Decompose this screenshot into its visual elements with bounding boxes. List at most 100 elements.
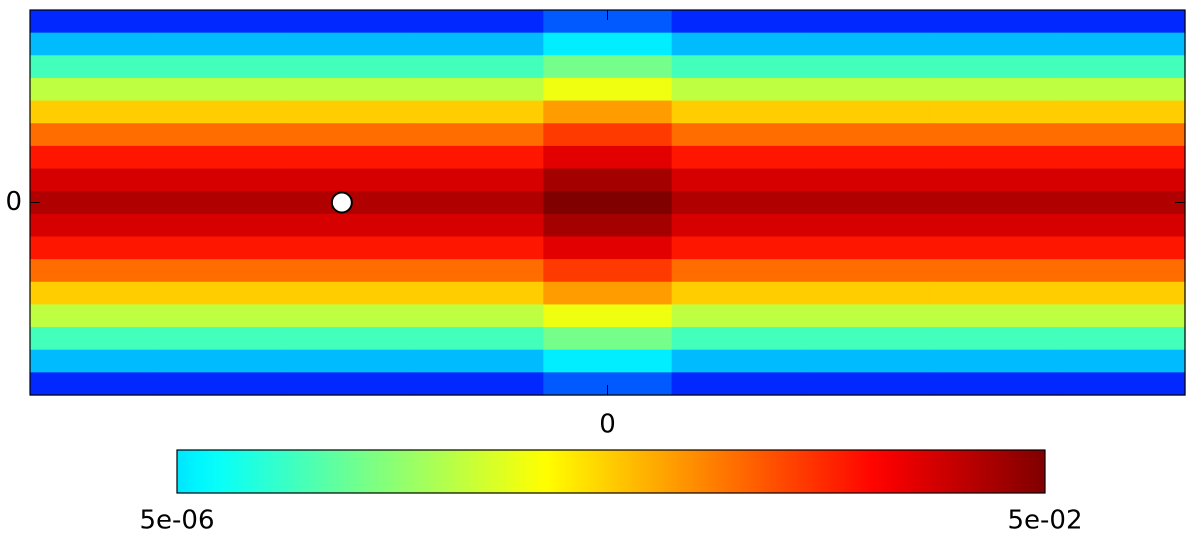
- heatmap-cell: [30, 32, 159, 56]
- heatmap-cell: [30, 145, 159, 170]
- heatmap-cell: [415, 55, 544, 79]
- heatmap-cell: [800, 372, 929, 396]
- heatmap-cell: [415, 349, 544, 373]
- heatmap-cell: [671, 281, 801, 306]
- heatmap-cell: [286, 372, 416, 396]
- heatmap-cell: [286, 327, 416, 351]
- heatmap-cell: [1056, 77, 1186, 102]
- heatmap-cell: [1056, 236, 1186, 260]
- heatmap-cell: [671, 236, 801, 260]
- heatmap-cell: [928, 304, 1058, 328]
- heatmap-cell: [671, 372, 801, 396]
- colorbar: [176, 449, 1046, 494]
- heatmap-cell: [158, 213, 288, 238]
- heatmap-cell: [1056, 372, 1186, 396]
- heatmap-cell: [415, 372, 544, 396]
- colorbar-tick-label: 5e-06: [139, 506, 214, 536]
- heatmap-cell: [671, 77, 801, 102]
- heatmap-cell: [30, 236, 159, 260]
- heatmap-cell: [543, 213, 673, 238]
- heatmap-cell: [158, 10, 288, 34]
- heatmap-cell: [286, 236, 416, 260]
- heatmap-cell: [543, 145, 673, 170]
- heatmap-cell: [1056, 349, 1186, 373]
- heatmap-cell: [158, 77, 288, 102]
- heatmap-cell: [1056, 213, 1186, 238]
- heatmap-cell: [286, 168, 416, 192]
- heatmap-cell: [158, 281, 288, 306]
- heatmap-cell: [30, 281, 159, 306]
- heatmap-cell: [415, 123, 544, 147]
- x-tick-label: 0: [599, 410, 616, 440]
- heatmap-cell: [415, 304, 544, 328]
- heatmap-cell: [1056, 32, 1186, 56]
- heatmap-cell: [158, 372, 288, 396]
- heatmap-cell: [30, 100, 159, 124]
- heatmap-cell: [415, 168, 544, 192]
- heatmap-cell: [671, 191, 801, 215]
- heatmap-cell: [543, 281, 673, 306]
- heatmap-cell: [415, 32, 544, 56]
- heatmap-cell: [800, 213, 929, 238]
- heatmap: [30, 10, 1186, 396]
- heatmap-cell: [800, 236, 929, 260]
- heatmap-cell: [1056, 10, 1186, 34]
- heatmap-cell: [30, 213, 159, 238]
- heatmap-cell: [800, 349, 929, 373]
- heatmap-cell: [800, 304, 929, 328]
- heatmap-cell: [415, 191, 544, 215]
- heatmap-cell: [1056, 259, 1186, 283]
- heatmap-cell: [286, 10, 416, 34]
- heatmap-cell: [30, 123, 159, 147]
- heatmap-cell: [30, 55, 159, 79]
- heatmap-cell: [543, 123, 673, 147]
- heatmap-cell: [415, 281, 544, 306]
- heatmap-cell: [1056, 304, 1186, 328]
- heatmap-cell: [671, 123, 801, 147]
- heatmap-cell: [543, 236, 673, 260]
- heatmap-cell: [158, 304, 288, 328]
- heatmap-cell: [800, 55, 929, 79]
- heatmap-cell: [800, 191, 929, 215]
- heatmap-cell: [800, 100, 929, 124]
- heatmap-cell: [158, 236, 288, 260]
- heatmap-cell: [1056, 145, 1186, 170]
- heatmap-cell: [286, 281, 416, 306]
- heatmap-cell: [158, 327, 288, 351]
- heatmap-cell: [30, 191, 159, 215]
- heatmap-cell: [800, 32, 929, 56]
- heatmap-cell: [543, 372, 673, 396]
- heatmap-cell: [800, 10, 929, 34]
- heatmap-cell: [928, 236, 1058, 260]
- heatmap-cell: [800, 281, 929, 306]
- heatmap-cell: [158, 123, 288, 147]
- heatmap-cell: [928, 123, 1058, 147]
- heatmap-cell: [543, 168, 673, 192]
- heatmap-cell: [543, 259, 673, 283]
- heatmap-cell: [1056, 168, 1186, 192]
- heatmap-cell: [928, 281, 1058, 306]
- heatmap-cell: [543, 77, 673, 102]
- heatmap-cell: [671, 168, 801, 192]
- heatmap-cell: [415, 10, 544, 34]
- heatmap-cell: [415, 145, 544, 170]
- heatmap-cell: [671, 327, 801, 351]
- heatmap-cell: [286, 259, 416, 283]
- heatmap-cell: [286, 213, 416, 238]
- heatmap-cell: [800, 259, 929, 283]
- heatmap-cell: [286, 145, 416, 170]
- heatmap-cell: [671, 213, 801, 238]
- heatmap-cell: [30, 349, 159, 373]
- heatmap-cell: [928, 10, 1058, 34]
- heatmap-cell: [543, 55, 673, 79]
- heatmap-cell: [671, 10, 801, 34]
- heatmap-cell: [158, 145, 288, 170]
- heatmap-cell: [30, 77, 159, 102]
- heatmap-cell: [30, 304, 159, 328]
- heatmap-cell: [286, 349, 416, 373]
- heatmap-cell: [286, 55, 416, 79]
- heatmap-cell: [415, 236, 544, 260]
- heatmap-cell: [543, 304, 673, 328]
- heatmap-cell: [1056, 55, 1186, 79]
